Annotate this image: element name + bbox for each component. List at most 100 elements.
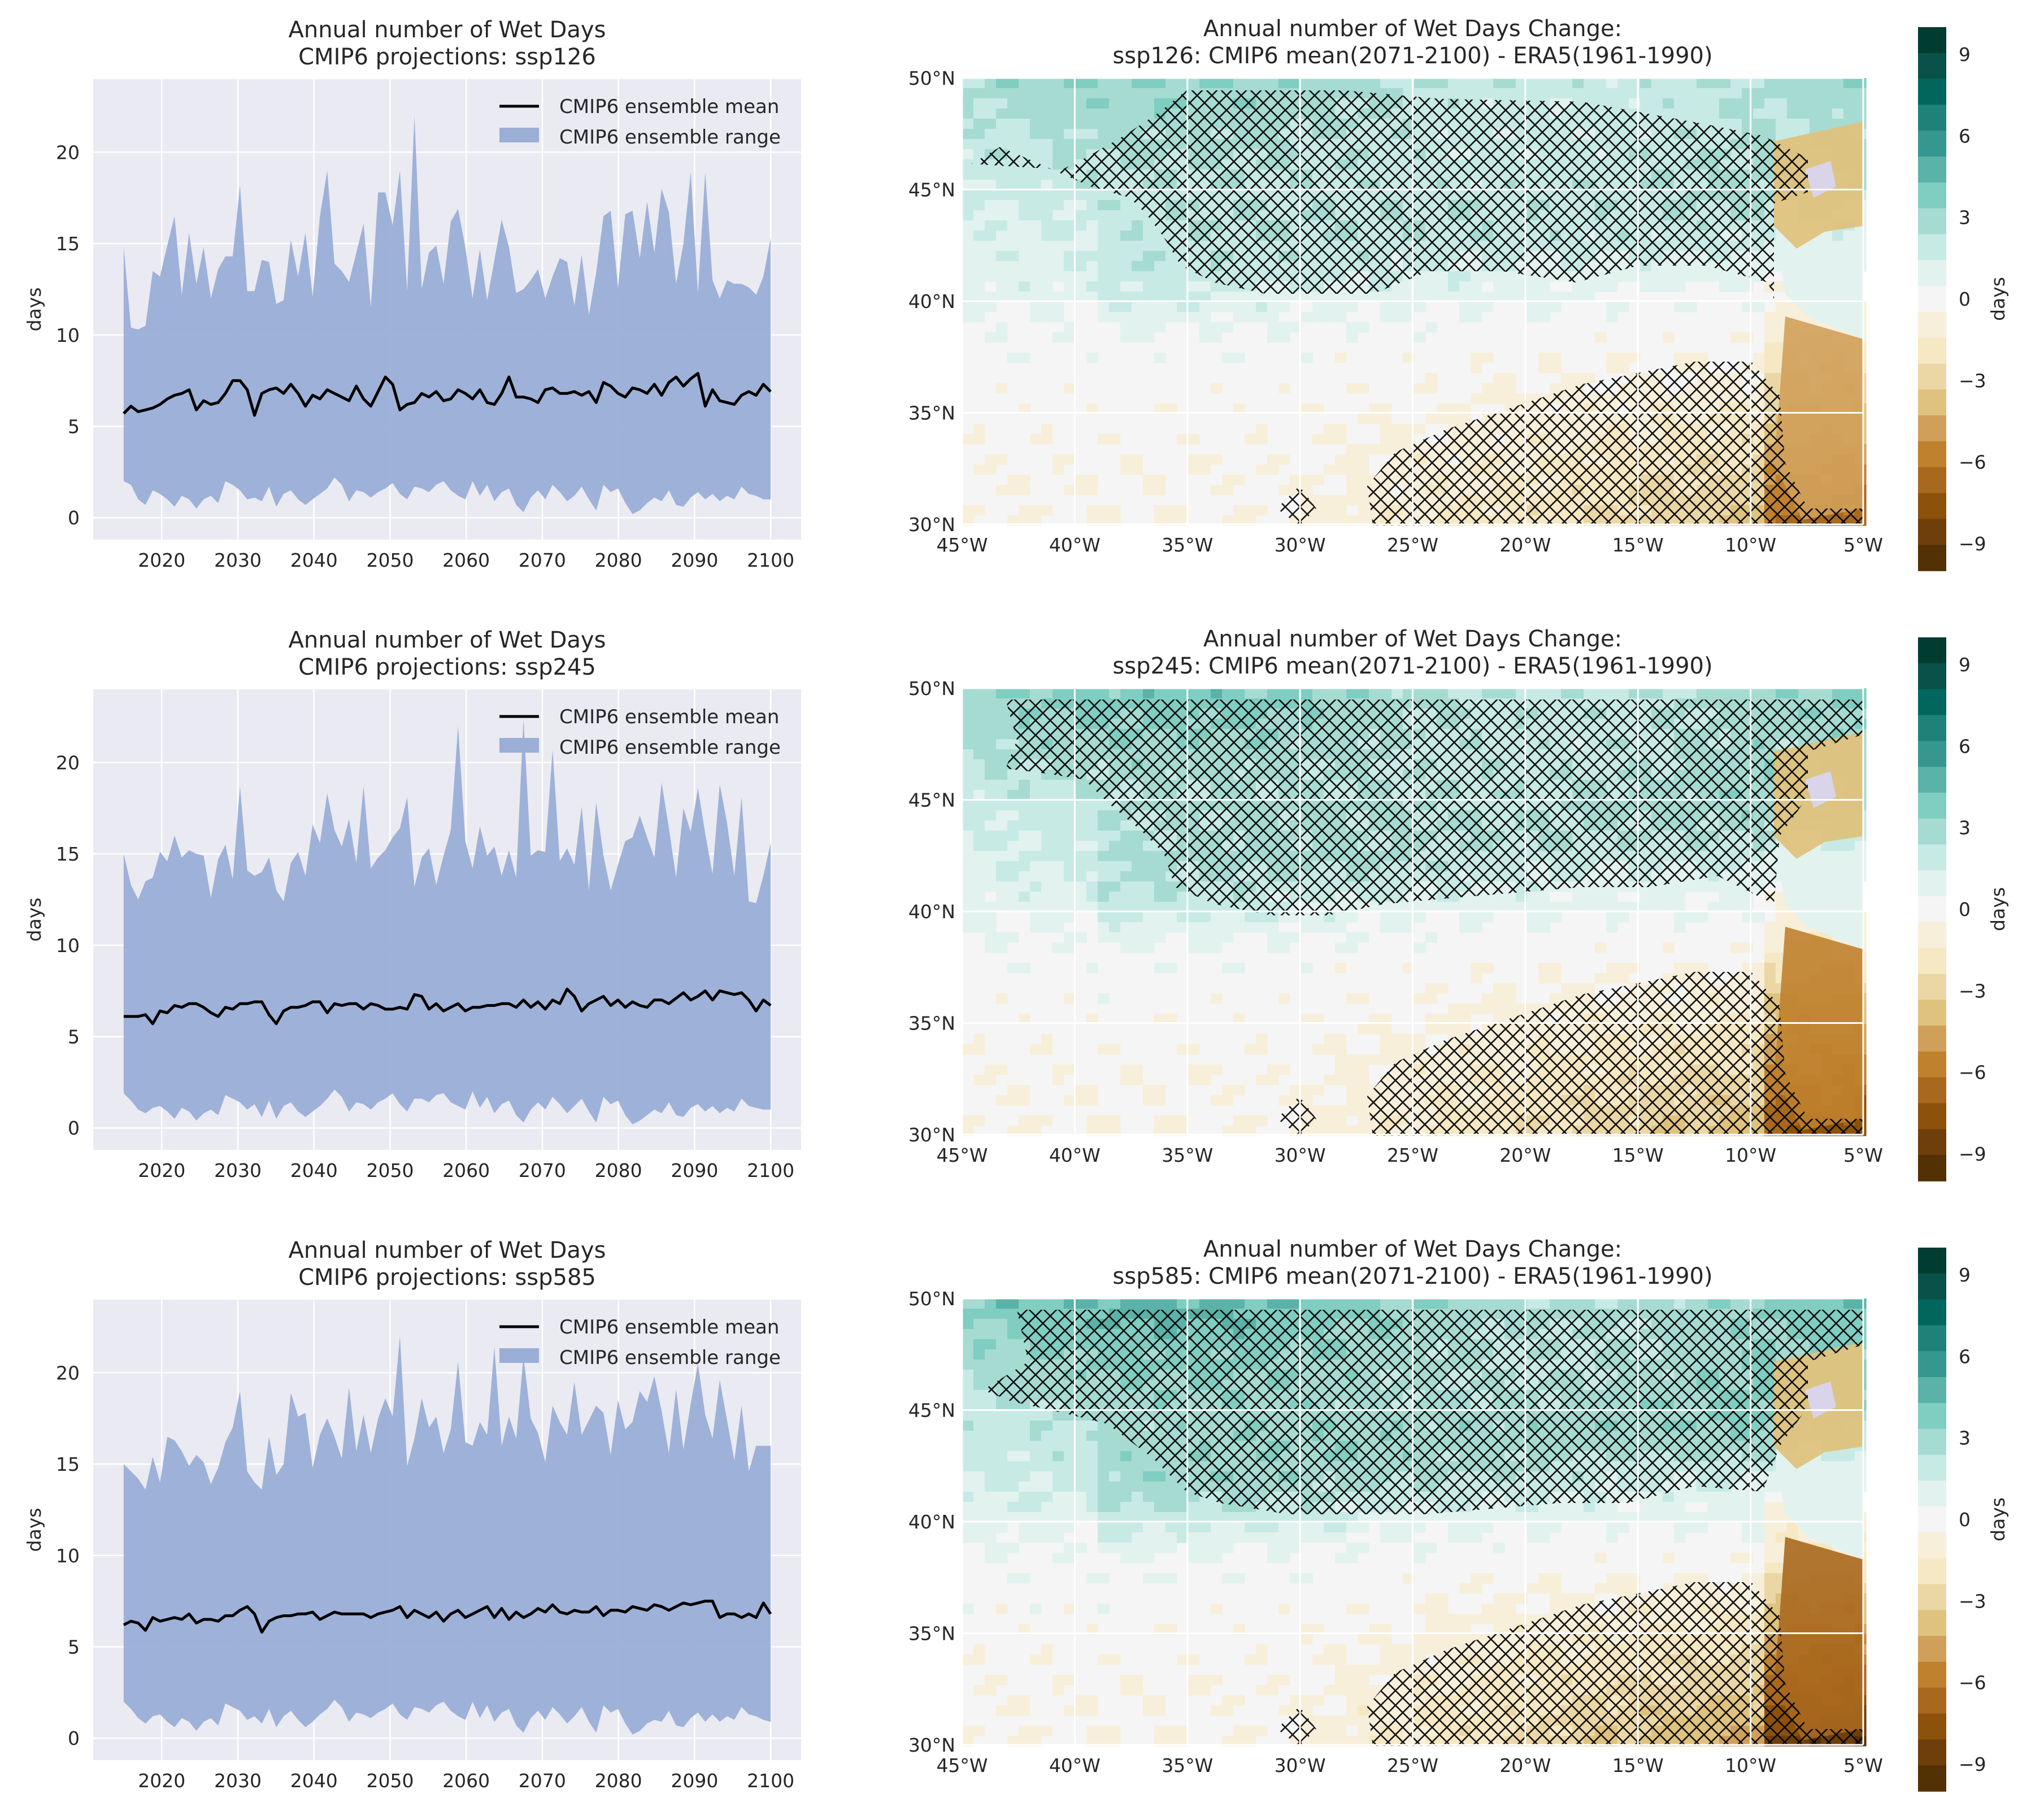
map-cell [1086, 231, 1098, 241]
map-cell [1154, 892, 1166, 902]
map-cell [1471, 973, 1482, 984]
map-cell [1606, 312, 1618, 323]
map-cell [1380, 302, 1392, 312]
map-cell [1030, 912, 1042, 923]
map-cell [1346, 495, 1358, 506]
map-cell [973, 729, 985, 740]
map-cell [1730, 892, 1742, 902]
map-cell [1742, 281, 1754, 292]
map-cell [1075, 851, 1087, 862]
map-cell [973, 698, 985, 709]
map-cell [1007, 780, 1019, 790]
colorbar-label: days [1987, 277, 2009, 321]
map-cell [1663, 78, 1675, 89]
map-cell [1335, 922, 1347, 933]
map-cell [985, 302, 997, 312]
map-cell [1154, 963, 1166, 974]
map-cell [1595, 942, 1607, 953]
map-cell [1120, 241, 1132, 251]
map-cell [985, 922, 997, 933]
map-cell [1030, 505, 1042, 516]
map-cell [1493, 393, 1505, 404]
map-cell [1086, 963, 1098, 974]
map-cell [1312, 302, 1324, 312]
map-cell [973, 241, 985, 251]
map-cell [1041, 190, 1053, 201]
map-cell [1324, 464, 1336, 475]
map-cell [1719, 892, 1731, 902]
map-cell [1132, 464, 1143, 475]
map-cell [1098, 434, 1110, 445]
map-cell [1437, 688, 1449, 699]
map-cell [1358, 444, 1369, 455]
map-cell [1764, 942, 1776, 953]
map-cell [1471, 281, 1482, 292]
map-cell [1064, 190, 1076, 201]
map-cell [1358, 495, 1369, 506]
map-cell [1165, 78, 1177, 89]
map-cell [1188, 932, 1200, 943]
map-cell [1482, 78, 1494, 89]
map-cell [996, 231, 1008, 241]
map-cell [1493, 688, 1505, 699]
map-cell [1109, 851, 1121, 862]
map-cell [962, 159, 974, 170]
map-cell [1007, 241, 1019, 251]
map-cell [1651, 98, 1663, 109]
map-cell [1098, 688, 1110, 699]
map-cell [1154, 505, 1166, 516]
map-cell [1030, 241, 1042, 251]
map-cell [1561, 983, 1573, 994]
map-cell [1527, 922, 1539, 933]
map-cell [962, 759, 974, 770]
map-cell [1425, 688, 1437, 699]
map-cell [1471, 363, 1482, 373]
map-cell [1007, 871, 1019, 882]
lon-tick-label: 35°W [1162, 534, 1213, 556]
map-cell [1199, 322, 1211, 333]
map-cell [1143, 88, 1155, 99]
map-cell [1324, 1034, 1336, 1045]
map-cell [1561, 88, 1573, 99]
map-cell [1030, 1044, 1042, 1055]
map-cell [1764, 342, 1776, 353]
map-cell [1143, 251, 1155, 262]
map-cell [1437, 414, 1449, 424]
map-cell [1685, 688, 1697, 699]
map-cell [1143, 881, 1155, 892]
map-cell [1233, 353, 1245, 363]
map-cell [1165, 261, 1177, 272]
map-cell [1425, 281, 1437, 292]
map-cell [1064, 98, 1076, 109]
map-cell [1437, 88, 1449, 99]
map-cell [1098, 892, 1110, 902]
map-cell [1233, 912, 1245, 923]
map-cell [1730, 942, 1742, 953]
map-cell [973, 922, 985, 933]
x-tick-label: 2100 [747, 1770, 794, 1792]
map-cell [996, 119, 1008, 129]
map-cell [1120, 464, 1132, 475]
map-cell [1278, 322, 1290, 333]
map-cell [1019, 881, 1030, 892]
x-tick-label: 2030 [214, 1770, 262, 1792]
x-tick-label: 2030 [214, 549, 262, 571]
map-cell [1109, 129, 1121, 140]
map-cell [1358, 322, 1369, 333]
map-cell [962, 505, 974, 516]
map-cell [1414, 302, 1426, 312]
map-cell [1120, 332, 1132, 343]
map-cell [1007, 353, 1019, 363]
map-cell [1075, 190, 1087, 201]
map-cell [1109, 881, 1121, 892]
map-cell [1086, 810, 1098, 821]
map-cell [1843, 108, 1855, 119]
map-cell [1335, 302, 1347, 312]
map-cell [1482, 963, 1494, 974]
map-cell [1425, 993, 1437, 1004]
map-cell [1053, 210, 1064, 221]
map-cell [1143, 281, 1155, 292]
map-cell [985, 932, 997, 943]
map-cell [996, 485, 1008, 496]
map-cell [973, 464, 985, 475]
